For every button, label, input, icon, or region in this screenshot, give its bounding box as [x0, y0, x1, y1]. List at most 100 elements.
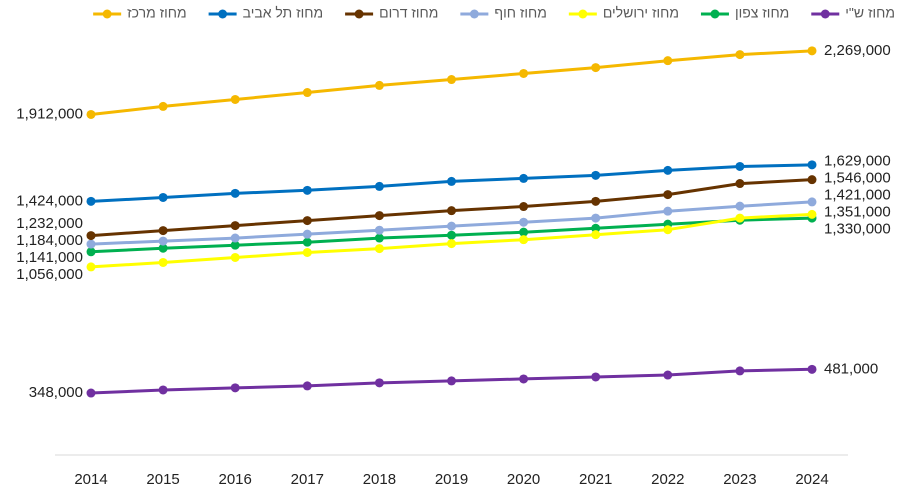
data-point: [447, 239, 456, 249]
data-point: [374, 233, 384, 243]
data-label: 2,269,000: [824, 42, 891, 59]
x-tick-label: 2015: [146, 471, 179, 488]
legend-marker: [469, 9, 479, 19]
data-point: [447, 230, 456, 240]
data-point: [735, 161, 745, 171]
data-label: 1,232,000: [16, 215, 83, 232]
data-point: [86, 388, 96, 398]
data-point: [519, 374, 529, 384]
legend-label: מחוז תל אביב: [243, 5, 323, 21]
data-point: [302, 88, 312, 98]
data-point: [519, 227, 529, 237]
legend-label: מחוז ש"י: [845, 5, 895, 21]
data-point: [302, 381, 312, 391]
data-point: [230, 233, 240, 243]
data-point: [158, 243, 168, 253]
data-point: [230, 252, 240, 262]
legend-label: מחוז מרכז: [127, 5, 186, 21]
data-point: [302, 216, 312, 226]
data-point: [807, 46, 817, 56]
data-point: [735, 213, 745, 223]
data-point: [447, 206, 456, 216]
data-point: [230, 188, 240, 198]
data-point: [663, 225, 673, 235]
data-point: [158, 257, 168, 267]
data-point: [86, 231, 96, 241]
data-point: [807, 160, 817, 170]
data-point: [735, 50, 745, 60]
data-point: [591, 223, 601, 233]
data-point: [230, 94, 240, 104]
data-point: [663, 206, 673, 216]
data-label: 1,424,000: [16, 192, 83, 209]
data-label: 1,421,000: [824, 187, 891, 204]
data-point: [374, 244, 384, 254]
legend-marker: [820, 9, 830, 19]
data-point: [230, 383, 240, 393]
data-point: [374, 211, 384, 221]
data-point: [302, 185, 312, 195]
x-tick-label: 2017: [291, 471, 324, 488]
data-point: [302, 229, 312, 239]
data-point: [230, 240, 240, 250]
data-point: [447, 176, 456, 186]
data-point: [86, 109, 96, 119]
legend-label: מחוז ירושלים: [603, 5, 679, 21]
x-tick-label: 2014: [74, 471, 107, 488]
data-point: [447, 221, 456, 231]
legend-marker: [218, 9, 228, 19]
data-point: [302, 247, 312, 257]
data-point: [86, 239, 96, 249]
data-label: 1,330,000: [824, 221, 891, 238]
data-point: [86, 262, 96, 272]
x-tick-label: 2016: [219, 471, 252, 488]
data-label: 348,000: [29, 384, 83, 401]
data-point: [158, 101, 168, 111]
data-point: [519, 217, 529, 227]
data-point: [663, 190, 673, 200]
x-tick-label: 2024: [795, 471, 828, 488]
data-point: [735, 201, 745, 211]
data-point: [158, 192, 168, 202]
x-tick-label: 2018: [363, 471, 396, 488]
data-label: 1,184,000: [16, 232, 83, 249]
legend-label: מחוז חוף: [494, 5, 546, 21]
x-tick-label: 2023: [723, 471, 756, 488]
data-point: [591, 63, 601, 73]
data-label: 1,056,000: [16, 266, 83, 283]
data-point: [591, 196, 601, 206]
data-point: [519, 202, 529, 212]
data-point: [519, 173, 529, 183]
legend-marker: [578, 9, 588, 19]
data-point: [447, 75, 456, 85]
data-point: [807, 364, 817, 374]
x-tick-label: 2021: [579, 471, 612, 488]
data-label: 1,351,000: [824, 204, 891, 221]
legend-marker: [102, 9, 112, 19]
x-tick-label: 2022: [651, 471, 684, 488]
legend-label: מחוז דרום: [379, 5, 438, 21]
x-tick-label: 2020: [507, 471, 540, 488]
data-point: [447, 376, 456, 386]
data-point: [807, 209, 817, 219]
data-point: [158, 385, 168, 395]
legend-marker: [354, 9, 364, 19]
data-point: [374, 225, 384, 235]
data-label: 481,000: [824, 360, 878, 377]
data-point: [735, 366, 745, 376]
data-point: [591, 372, 601, 382]
data-label: 1,629,000: [824, 153, 891, 170]
data-point: [519, 68, 529, 78]
data-point: [158, 236, 168, 246]
data-label: 1,546,000: [824, 170, 891, 187]
data-point: [86, 247, 96, 257]
data-label: 1,912,000: [16, 105, 83, 122]
data-point: [663, 165, 673, 175]
data-point: [86, 196, 96, 206]
data-point: [230, 221, 240, 231]
data-point: [591, 213, 601, 223]
legend-label: מחוז צפון: [735, 5, 789, 21]
data-point: [158, 226, 168, 236]
data-point: [519, 235, 529, 245]
data-point: [591, 230, 601, 240]
